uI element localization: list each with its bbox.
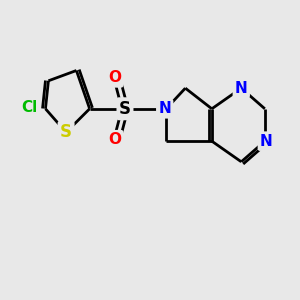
Text: N: N [260,134,273,149]
Text: Cl: Cl [21,100,38,115]
Text: O: O [108,70,121,86]
Text: S: S [119,100,131,118]
Text: O: O [108,132,121,147]
Text: N: N [235,81,248,96]
Text: S: S [60,123,72,141]
Text: N: N [158,101,171,116]
